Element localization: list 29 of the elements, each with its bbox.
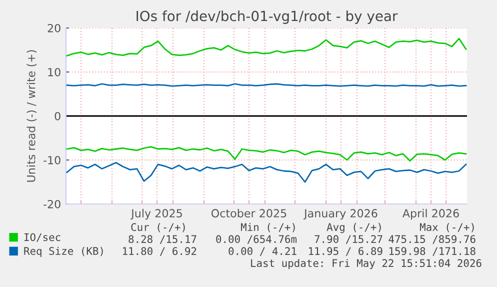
y-tick-label: -20: [44, 200, 60, 208]
text: Cur (-/+): [131, 223, 185, 232]
text: Min (-/+): [240, 222, 295, 232]
text: 11.95 / 6.89: [309, 247, 382, 256]
y-tick-label: 10: [48, 68, 60, 76]
x-tick-label: July 2025: [130, 208, 182, 220]
chart-title: IOs for /dev/bch-01-vg1/root - by year: [136, 10, 398, 24]
text: Max (-/+): [420, 223, 474, 232]
y-tick-label: 0: [54, 112, 60, 120]
text: 11.80 / 6.92: [123, 247, 196, 256]
text: 7.90 /15.27: [314, 235, 382, 244]
legend-label: IO/sec: [24, 233, 60, 242]
y-tick-label: -10: [44, 156, 60, 164]
x-tick-label: October 2025: [211, 208, 286, 218]
text: 475.15 /859.76: [388, 235, 476, 244]
line-series: [66, 38, 467, 56]
x-tick-label: January 2026: [303, 209, 378, 220]
line-series: [66, 162, 467, 183]
y-axis-title: Units read (-) / write (+): [26, 50, 37, 182]
text: Last update: Fri May 22 15:51:04 2026: [251, 258, 482, 270]
line-series: [66, 146, 467, 162]
text: 0.00 / 4.21: [228, 247, 296, 256]
text: 8.28 /15.17: [128, 235, 196, 244]
x-tick-label: April 2026: [402, 208, 459, 220]
text: Avg (-/+): [326, 222, 381, 234]
legend-label: Req Size (KB): [24, 246, 103, 257]
text: 0.00 /654.76m: [216, 235, 297, 244]
y-tick-label: 20: [48, 24, 60, 32]
text: 159.98 /171.18: [389, 247, 476, 256]
